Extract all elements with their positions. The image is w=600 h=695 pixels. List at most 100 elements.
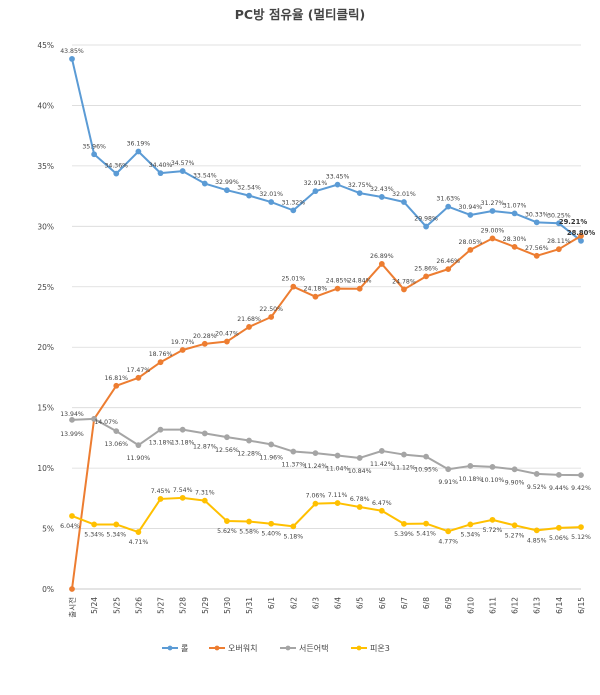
x-tick-label: 6/15 xyxy=(577,597,586,614)
legend-marker xyxy=(356,645,362,651)
x-tick-label: 5/25 xyxy=(112,597,121,614)
x-tick-label: 6/1 xyxy=(267,597,276,609)
series-line-3 xyxy=(71,496,582,534)
data-label: 28.30% xyxy=(503,236,527,243)
data-point xyxy=(224,434,230,441)
data-label: 5.27% xyxy=(505,532,525,539)
data-point xyxy=(445,266,452,273)
data-point xyxy=(533,252,540,259)
data-label: 30.33% xyxy=(525,211,549,218)
data-label: 5.41% xyxy=(416,531,436,538)
data-label: 32.99% xyxy=(215,179,239,186)
data-point xyxy=(113,170,120,177)
data-label: 11.12% xyxy=(392,465,416,472)
data-label: 31.07% xyxy=(503,202,527,209)
data-point xyxy=(91,416,98,422)
x-tick-label: 출시전 xyxy=(67,597,77,618)
data-label: 11.24% xyxy=(304,463,328,470)
series-line-0 xyxy=(71,58,582,242)
data-point xyxy=(290,207,297,214)
data-point xyxy=(135,148,142,155)
legend-label: 서든어택 xyxy=(299,643,328,653)
data-label: 31.27% xyxy=(481,200,505,207)
legend-item-0: 롤 xyxy=(162,644,188,653)
data-point xyxy=(312,500,319,507)
data-point xyxy=(268,199,275,205)
data-label: 24.78% xyxy=(392,278,416,285)
data-label: 7.11% xyxy=(328,492,348,499)
y-tick-label: 0% xyxy=(42,585,54,594)
data-point xyxy=(401,286,407,293)
data-label: 4.85% xyxy=(527,537,547,544)
data-label: 11.90% xyxy=(127,455,151,462)
data-label: 10.84% xyxy=(348,468,372,475)
data-point xyxy=(246,518,252,525)
data-point xyxy=(157,170,164,177)
data-label: 31.32% xyxy=(282,199,306,206)
data-point xyxy=(179,168,186,174)
data-point xyxy=(201,180,208,187)
x-tick-label: 5/27 xyxy=(157,597,166,614)
data-label: 4.71% xyxy=(129,539,149,546)
x-tick-label: 6/4 xyxy=(334,597,343,609)
data-point xyxy=(489,235,496,242)
legend-label: 롤 xyxy=(181,644,188,653)
data-label: 29.98% xyxy=(414,216,438,223)
x-tick-label: 5/29 xyxy=(201,597,210,614)
legend: 롤 오버워치 서든어택 피온3 xyxy=(162,643,390,653)
data-point xyxy=(201,340,208,347)
legend-label: 오버워치 xyxy=(228,643,257,653)
data-point xyxy=(378,194,385,200)
data-point xyxy=(555,471,562,478)
data-point xyxy=(423,453,429,460)
data-label: 12.28% xyxy=(237,451,261,458)
legend-marker xyxy=(214,645,220,651)
data-label: 9.52% xyxy=(527,484,547,491)
data-point xyxy=(489,516,496,523)
series-lines xyxy=(69,56,584,592)
data-label: 4.77% xyxy=(438,538,458,545)
data-label: 34.57% xyxy=(171,160,195,167)
data-point xyxy=(69,513,75,519)
data-point xyxy=(312,293,319,300)
data-point xyxy=(467,521,474,528)
data-point xyxy=(533,219,540,226)
data-point xyxy=(135,374,142,381)
x-tick-label: 6/10 xyxy=(466,597,475,614)
data-point xyxy=(445,528,452,535)
series-line-1 xyxy=(71,235,582,590)
legend-item-2: 서든어택 xyxy=(280,643,328,653)
data-label: 14.07% xyxy=(94,419,118,426)
data-label: 34.40% xyxy=(149,162,173,169)
data-label: 18.76% xyxy=(149,351,173,358)
data-point xyxy=(334,181,341,188)
data-point xyxy=(356,190,363,196)
data-label: 24.18% xyxy=(304,286,328,293)
data-label: 5.39% xyxy=(394,531,414,538)
legend-item-3: 피온3 xyxy=(351,644,390,653)
data-point xyxy=(423,273,429,280)
data-label: 25.86% xyxy=(414,265,438,272)
data-label: 5.12% xyxy=(571,534,591,541)
data-point xyxy=(290,523,297,530)
data-label: 5.18% xyxy=(283,533,303,540)
y-tick-label: 25% xyxy=(37,283,54,292)
data-label: 9.90% xyxy=(505,479,525,486)
data-label: 29.21% xyxy=(559,218,587,226)
data-point xyxy=(246,324,252,330)
data-label: 10.95% xyxy=(414,467,438,474)
data-point xyxy=(246,192,252,199)
x-tick-label: 6/11 xyxy=(488,597,497,614)
data-label: 20.47% xyxy=(215,331,239,338)
data-point xyxy=(135,529,142,535)
data-point xyxy=(69,56,75,62)
data-label: 43.85% xyxy=(60,48,84,55)
data-label: 26.46% xyxy=(436,258,460,265)
data-label: 7.54% xyxy=(173,487,193,494)
data-label-extra: 13.94% xyxy=(60,411,84,418)
data-point xyxy=(312,450,319,457)
data-point xyxy=(445,466,452,473)
data-point xyxy=(201,497,208,504)
data-point xyxy=(578,237,584,244)
